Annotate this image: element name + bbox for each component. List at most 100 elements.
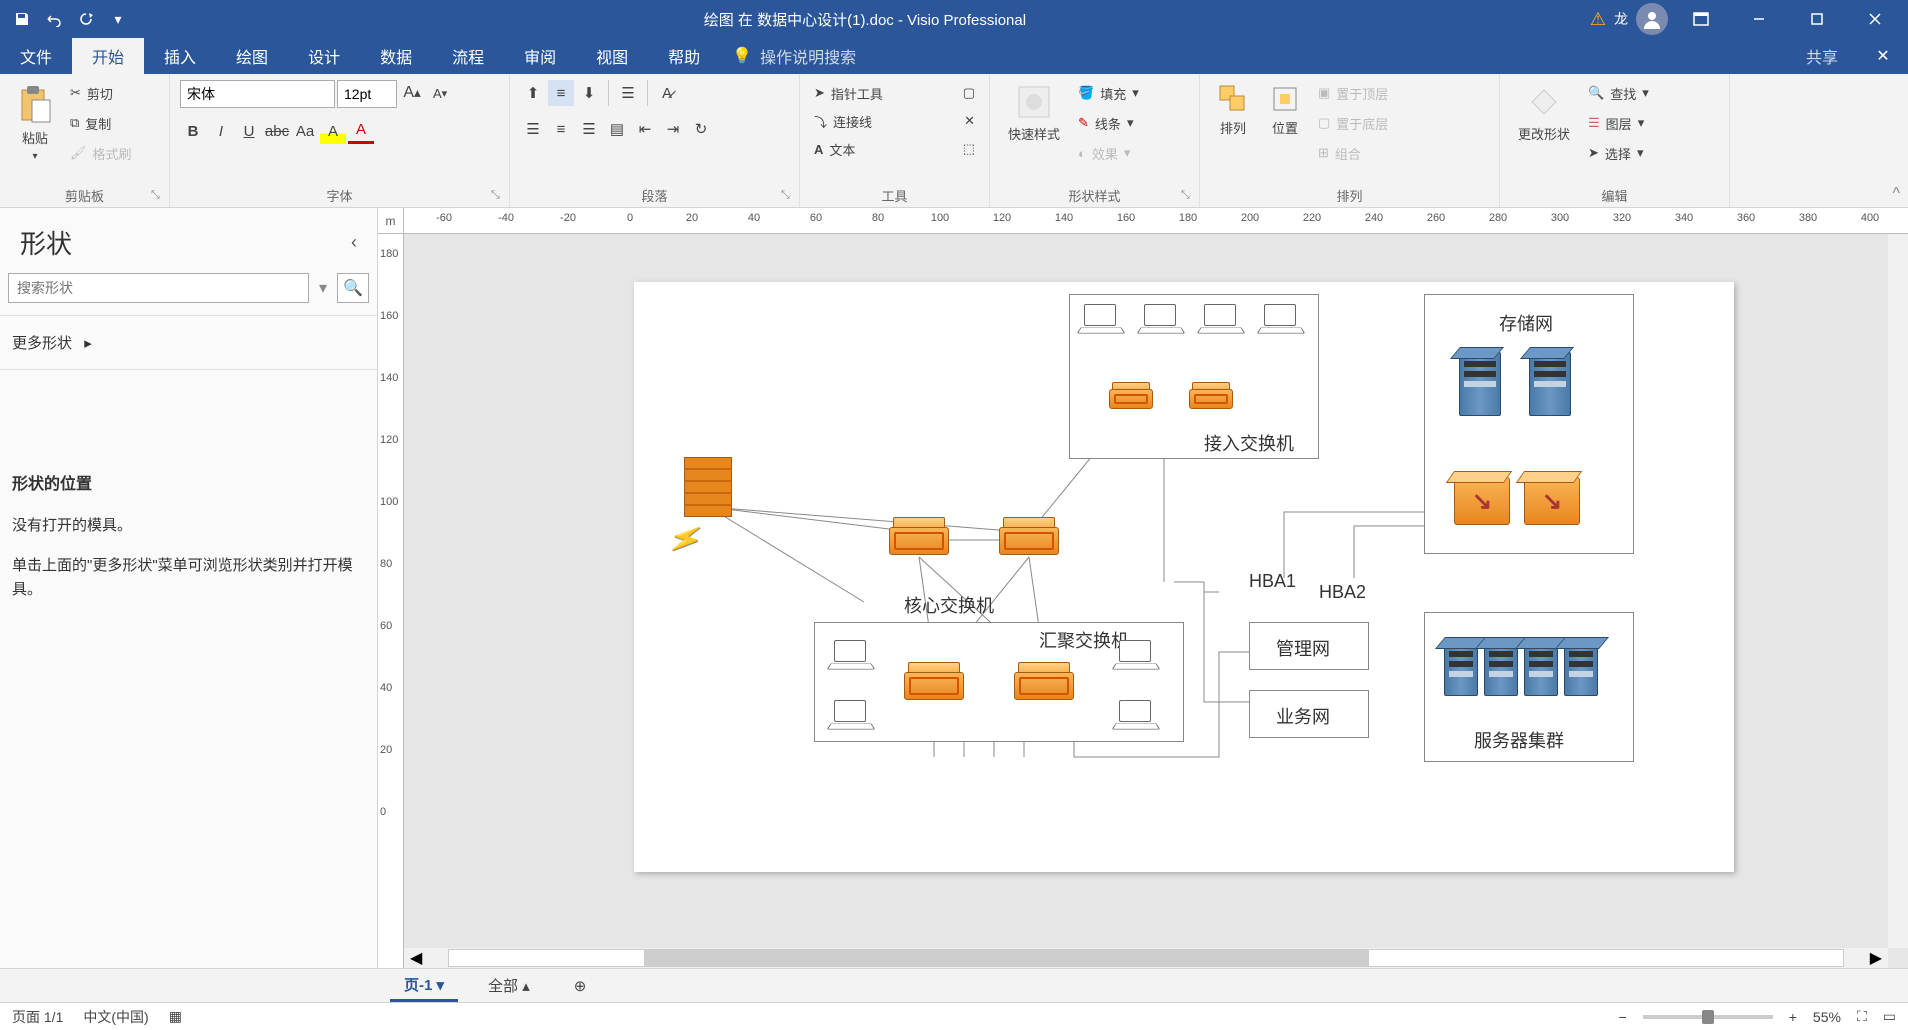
zoom-in-icon[interactable]: + [1789, 1009, 1797, 1025]
find-button[interactable]: 🔍查找▾ [1584, 80, 1653, 106]
close-document-icon[interactable]: ✕ [1858, 37, 1908, 75]
increase-font-icon[interactable]: A▴ [399, 80, 425, 106]
tab-review[interactable]: 审阅 [504, 38, 576, 74]
paragraph-launcher-icon[interactable]: ⤡ [781, 189, 795, 203]
laptop-icon[interactable] [1079, 304, 1121, 334]
tab-help[interactable]: 帮助 [648, 38, 720, 74]
connector-tool-button[interactable]: ⤵连接线✕ [810, 108, 979, 134]
zoom-out-icon[interactable]: − [1619, 1009, 1627, 1025]
switch-icon[interactable] [999, 517, 1059, 557]
canvas-viewport[interactable]: 接入交换机 存储网 ⚡ 核心交换机 汇聚交换机 [404, 234, 1908, 968]
effects-button[interactable]: ◐效果▾ [1074, 140, 1143, 166]
page-tab-all[interactable]: 全部 ▴ [474, 971, 544, 1000]
tab-process[interactable]: 流程 [432, 38, 504, 74]
italic-icon[interactable]: I [208, 118, 234, 144]
format-painter-button[interactable]: 🖌格式刷 [66, 140, 136, 166]
line-button[interactable]: ✎线条▾ [1074, 110, 1143, 136]
vertical-scrollbar[interactable] [1888, 234, 1908, 948]
bullets-icon[interactable]: ☰ [615, 80, 641, 106]
tab-data[interactable]: 数据 [360, 38, 432, 74]
laptop-icon[interactable] [829, 700, 871, 730]
increase-indent-icon[interactable]: ⇥ [660, 116, 686, 142]
copy-button[interactable]: ⧉复制 [66, 110, 136, 136]
highlight-icon[interactable]: A [320, 118, 346, 144]
macro-record-icon[interactable]: ▦ [169, 1008, 182, 1025]
font-launcher-icon[interactable]: ⤡ [491, 189, 505, 203]
change-shape-button[interactable]: 更改形状 [1510, 80, 1578, 182]
switch-icon[interactable] [904, 662, 964, 702]
clear-format-icon[interactable]: A̷ [654, 80, 680, 106]
warning-icon[interactable]: ⚠ [1590, 9, 1606, 30]
switch-icon[interactable] [1189, 382, 1233, 412]
server-icon[interactable] [1524, 642, 1558, 696]
server-icon[interactable] [1564, 642, 1598, 696]
minimize-icon[interactable] [1734, 0, 1784, 38]
text-tool-button[interactable]: A文本⬚ [810, 136, 979, 162]
save-icon[interactable] [8, 5, 36, 33]
tab-view[interactable]: 视图 [576, 38, 648, 74]
font-color-icon[interactable]: A [348, 118, 374, 144]
user-avatar-icon[interactable] [1636, 3, 1668, 35]
shapes-search-button[interactable]: 🔍 [337, 273, 369, 303]
tab-draw[interactable]: 绘图 [216, 38, 288, 74]
align-bottom-icon[interactable]: ⬇ [576, 80, 602, 106]
shapes-search-input[interactable] [8, 273, 309, 303]
underline-icon[interactable]: U [236, 118, 262, 144]
change-case-icon[interactable]: Aa [292, 118, 318, 144]
laptop-icon[interactable] [829, 640, 871, 670]
fit-page-icon[interactable]: ⛶ [1857, 1008, 1867, 1025]
laptop-icon[interactable] [1199, 304, 1241, 334]
page-tab-1[interactable]: 页-1 ▾ [390, 970, 458, 1002]
switch-icon[interactable] [889, 517, 949, 557]
more-shapes-button[interactable]: 更多形状 ▸ [0, 316, 377, 370]
ribbon-display-icon[interactable] [1676, 0, 1726, 38]
rotate-text-icon[interactable]: ↻ [688, 116, 714, 142]
layers-button[interactable]: ☰图层▾ [1584, 110, 1653, 136]
cut-button[interactable]: ✂剪切 [66, 80, 136, 106]
laptop-icon[interactable] [1139, 304, 1181, 334]
server-icon[interactable] [1484, 642, 1518, 696]
decrease-indent-icon[interactable]: ⇤ [632, 116, 658, 142]
font-size-select[interactable] [337, 80, 397, 108]
page-indicator[interactable]: 页面 1/1 [12, 1007, 63, 1027]
align-left-icon[interactable]: ☰ [520, 116, 546, 142]
position-button[interactable]: 位置 [1262, 80, 1308, 182]
paste-button[interactable]: 粘贴 ▾ [10, 80, 60, 182]
decrease-font-icon[interactable]: A▾ [427, 80, 453, 106]
strikethrough-icon[interactable]: abc [264, 118, 290, 144]
add-page-button[interactable]: ⊕ [560, 973, 601, 999]
quick-styles-button[interactable]: 快速样式 [1000, 80, 1068, 182]
laptop-icon[interactable] [1114, 700, 1156, 730]
horizontal-ruler[interactable]: -60-40-200204060801001201401601802002202… [404, 208, 1908, 234]
justify-icon[interactable]: ▤ [604, 116, 630, 142]
tab-design[interactable]: 设计 [288, 38, 360, 74]
tab-insert[interactable]: 插入 [144, 38, 216, 74]
laptop-icon[interactable] [1259, 304, 1301, 334]
collapse-ribbon-icon[interactable]: ^ [1892, 185, 1900, 203]
fullscreen-icon[interactable]: ▭ [1883, 1008, 1896, 1025]
laptop-icon[interactable] [1114, 640, 1156, 670]
arrange-button[interactable]: 排列 [1210, 80, 1256, 182]
send-back-button[interactable]: ▢置于底层 [1314, 110, 1392, 136]
storage-switch-icon[interactable] [1454, 477, 1510, 525]
clipboard-launcher-icon[interactable]: ⤡ [151, 189, 165, 203]
close-icon[interactable] [1850, 0, 1900, 38]
horizontal-scrollbar[interactable]: ◀ ▶ [404, 948, 1888, 968]
firewall-icon[interactable] [684, 457, 732, 517]
server-icon[interactable] [1444, 642, 1478, 696]
fill-button[interactable]: 🪣填充▾ [1074, 80, 1143, 106]
storage-switch-icon[interactable] [1524, 477, 1580, 525]
switch-icon[interactable] [1109, 382, 1153, 412]
select-button[interactable]: ➤选择▾ [1584, 140, 1653, 166]
align-top-icon[interactable]: ⬆ [520, 80, 546, 106]
zoom-level[interactable]: 55% [1813, 1009, 1841, 1025]
align-right-icon[interactable]: ☰ [576, 116, 602, 142]
group-button[interactable]: ⊞组合 [1314, 140, 1392, 166]
zoom-slider[interactable] [1643, 1015, 1773, 1019]
redo-icon[interactable] [72, 5, 100, 33]
bring-front-button[interactable]: ▣置于顶层 [1314, 80, 1392, 106]
drawing-page[interactable]: 接入交换机 存储网 ⚡ 核心交换机 汇聚交换机 [634, 282, 1734, 872]
align-center-icon[interactable]: ≡ [548, 116, 574, 142]
tell-me-search[interactable]: 💡 操作说明搜索 [732, 44, 856, 68]
server-icon[interactable] [1459, 352, 1501, 416]
